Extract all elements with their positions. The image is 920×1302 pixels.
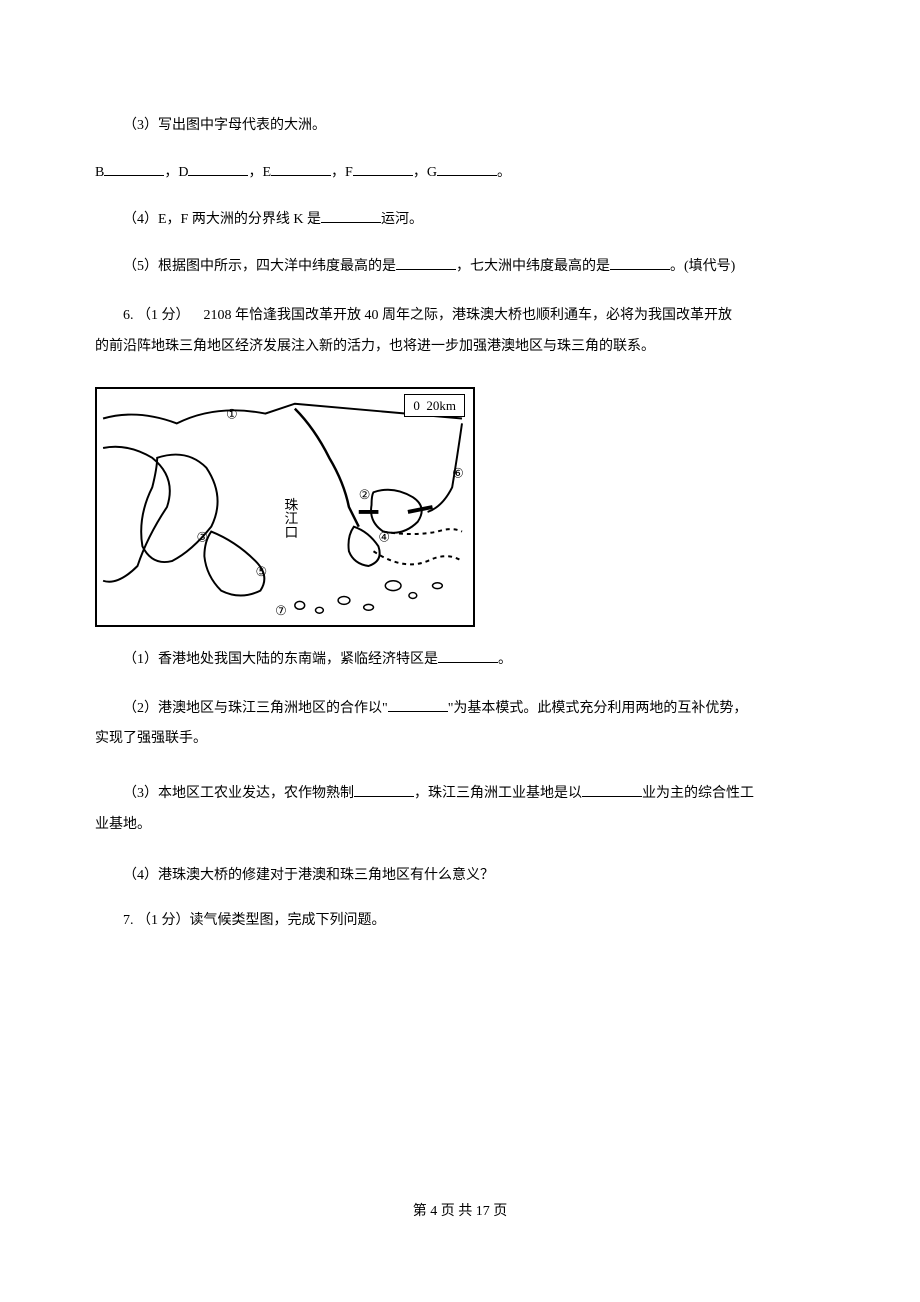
- blank-q6-2[interactable]: [388, 696, 448, 712]
- q6-intro-line1: 6. （1 分） 2108 年恰逢我国改革开放 40 周年之际，港珠澳大桥也顺利…: [95, 301, 825, 332]
- q5-prefix: （5）根据图中所示，四大洋中纬度最高的是: [123, 259, 396, 274]
- map-center-label: 珠江口: [282, 497, 298, 539]
- map-svg: 珠江口 ① ② ③ ④ ⑤ ⑥ ⑦: [97, 389, 473, 625]
- q5-suffix: 。(填代号): [670, 259, 735, 274]
- q5-mid: ，七大洲中纬度最高的是: [456, 259, 610, 274]
- marker-6: ⑥: [452, 466, 463, 480]
- marker-3: ③: [197, 530, 208, 544]
- q6-2-suffix: "为基本模式。此模式充分利用两地的互补优势，: [448, 701, 748, 716]
- q6-2-line2: 实现了强强联手。: [95, 724, 825, 755]
- question-5-text: （5）根据图中所示，四大洋中纬度最高的是 ，七大洲中纬度最高的是 。(填代号): [95, 254, 825, 277]
- question-4-text: （4）E，F 两大洲的分界线 K 是 运河。: [95, 207, 825, 230]
- question-6-intro: 6. （1 分） 2108 年恰逢我国改革开放 40 周年之际，港珠澳大桥也顺利…: [95, 301, 825, 363]
- marker-5: ⑤: [256, 564, 267, 578]
- question-6-4: （4）港珠澳大桥的修建对于港澳和珠三角地区有什么意义？: [95, 865, 825, 886]
- q6-1-suffix: 。: [498, 652, 512, 667]
- label-b: B: [95, 165, 104, 180]
- q4-suffix: 运河。: [381, 212, 423, 227]
- blank-b[interactable]: [104, 160, 164, 176]
- blank-q6-1[interactable]: [438, 647, 498, 663]
- marker-7: ⑦: [275, 604, 286, 618]
- q6-intro-line2: 的前沿阵地珠三角地区经济发展注入新的活力，也将进一步加强港澳地区与珠三角的联系。: [95, 332, 825, 363]
- marker-2: ②: [359, 488, 370, 502]
- label-e: ，E: [248, 165, 271, 180]
- question-3-text: （3）写出图中字母代表的大洲。: [95, 115, 825, 136]
- label-d: ，D: [164, 165, 188, 180]
- blank-q6-3-2[interactable]: [582, 781, 642, 797]
- label-end: 。: [497, 165, 511, 180]
- blanks-line: B ，D ，E ，F ，G 。: [95, 160, 825, 183]
- blank-q6-3-1[interactable]: [354, 781, 414, 797]
- question-6-3: （3）本地区工农业发达，农作物熟制 ，珠江三角洲工业基地是以 业为主的综合性工 业基…: [95, 779, 825, 841]
- label-g: ，G: [413, 165, 437, 180]
- blank-q4[interactable]: [321, 207, 381, 223]
- page-footer: 第 4 页 共 17 页: [0, 1201, 920, 1222]
- blank-f[interactable]: [353, 160, 413, 176]
- blank-e[interactable]: [271, 160, 331, 176]
- q6-1-prefix: （1）香港地处我国大陆的东南端，紧临经济特区是: [123, 652, 438, 667]
- q6-3-suffix: 业为主的综合性工: [642, 786, 754, 801]
- marker-1: ①: [226, 407, 237, 421]
- q6-3-line2: 业基地。: [95, 810, 825, 841]
- question-6-2: （2）港澳地区与珠江三角洲地区的合作以" "为基本模式。此模式充分利用两地的互补优…: [95, 694, 825, 756]
- blank-d[interactable]: [188, 160, 248, 176]
- map-image: 0 20km 珠江口 ① ② ③ ④ ⑤ ⑥ ⑦: [95, 387, 475, 627]
- question-6-1: （1）香港地处我国大陆的东南端，紧临经济特区是 。: [95, 647, 825, 670]
- marker-4: ④: [378, 530, 389, 544]
- blank-q5-2[interactable]: [610, 254, 670, 270]
- question-7: 7. （1 分）读气候类型图，完成下列问题。: [95, 910, 825, 931]
- scale-text: 0 20km: [413, 398, 456, 413]
- footer-text: 第 4 页 共 17 页: [413, 1204, 508, 1219]
- q6-3-prefix: （3）本地区工农业发达，农作物熟制: [123, 786, 354, 801]
- q6-3-mid: ，珠江三角洲工业基地是以: [414, 786, 582, 801]
- q4-prefix: （4）E，F 两大洲的分界线 K 是: [123, 212, 321, 227]
- q6-2-prefix: （2）港澳地区与珠江三角洲地区的合作以": [123, 701, 388, 716]
- label-f: ，F: [331, 165, 353, 180]
- blank-g[interactable]: [437, 160, 497, 176]
- map-scale: 0 20km: [404, 394, 465, 418]
- blank-q5-1[interactable]: [396, 254, 456, 270]
